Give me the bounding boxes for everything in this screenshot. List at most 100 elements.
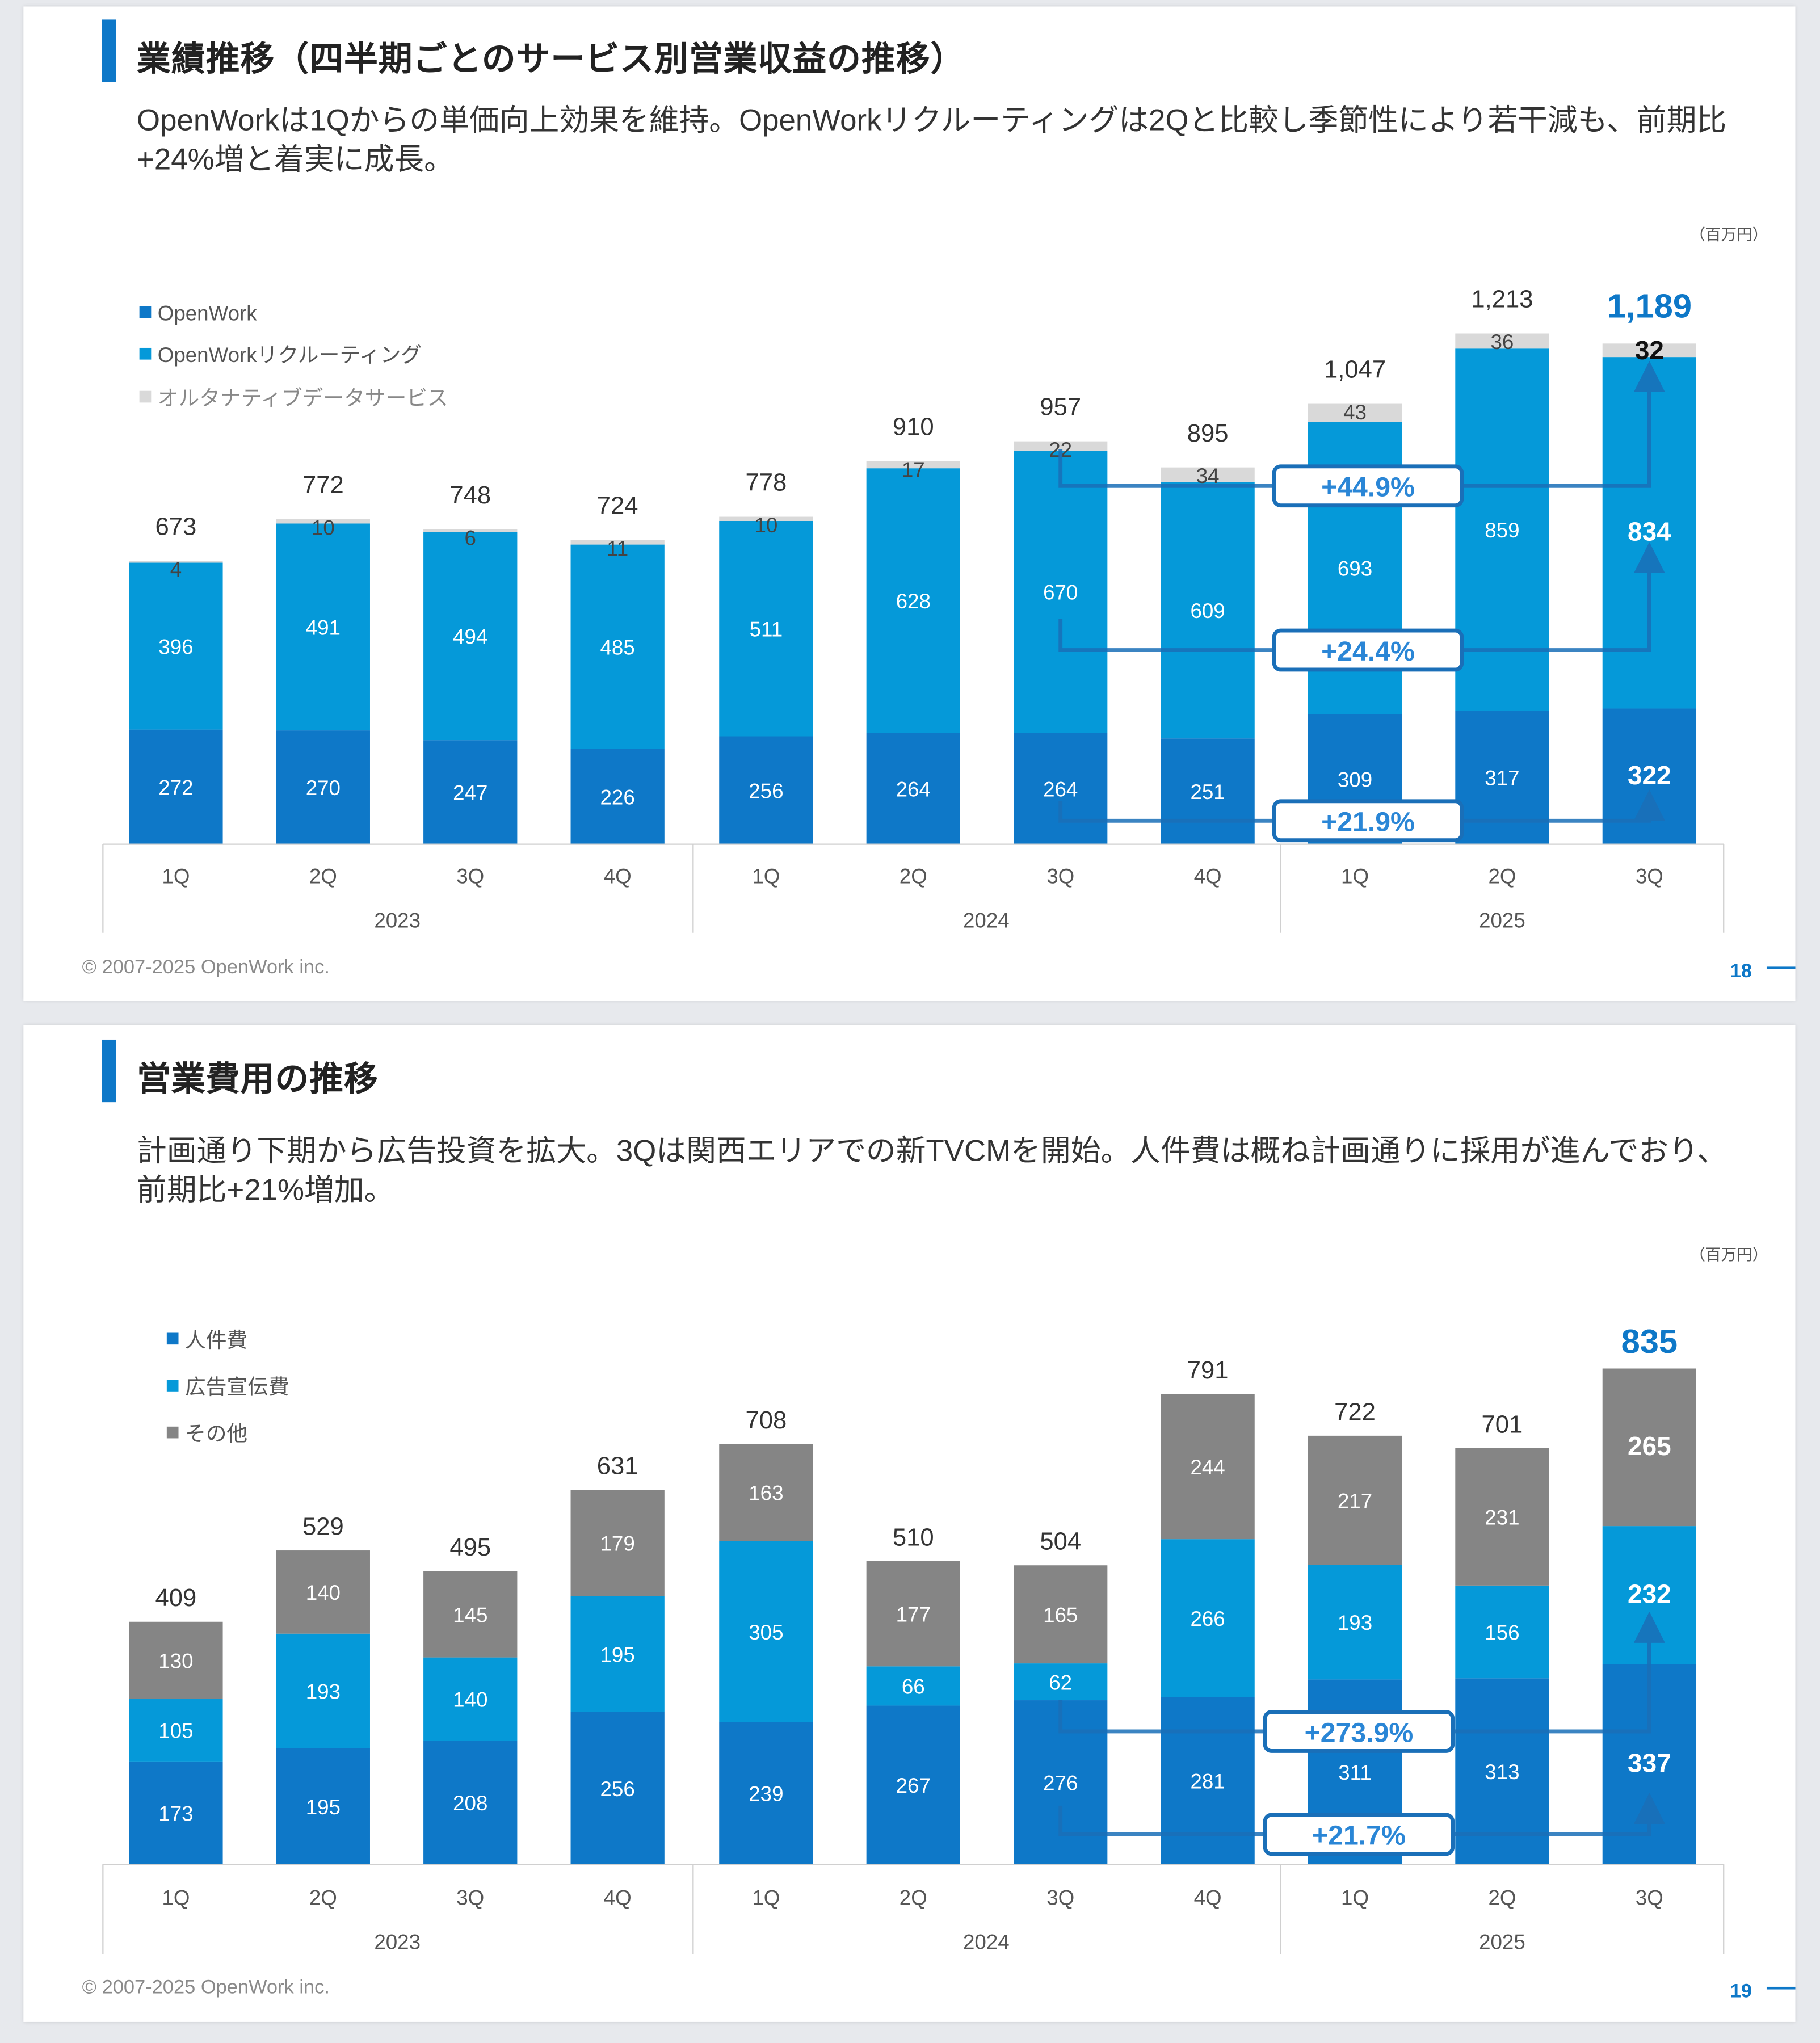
total-label: 529	[302, 1514, 344, 1541]
chart-1: 272 396 4 673 1Q 270 491 10 772 2Q 247 494 6 748 3Q 226…	[102, 286, 1725, 933]
segment-label: 34	[1196, 464, 1220, 487]
segment-label: 494	[453, 625, 487, 649]
segment-label: 17	[902, 458, 925, 481]
x-tick-label: 1Q	[1341, 1886, 1369, 1909]
bar-segment	[1308, 403, 1402, 422]
bar-segment	[276, 730, 370, 844]
segment-label: 281	[1190, 1770, 1225, 1793]
segment-label: 62	[1049, 1671, 1072, 1694]
segment-label: 165	[1043, 1603, 1078, 1626]
total-label: 791	[1187, 1357, 1229, 1384]
x-tick-label: 1Q	[752, 1886, 780, 1909]
segment-label: 305	[749, 1621, 783, 1644]
growth-label: +273.9%	[1305, 1717, 1414, 1748]
title-accent-bar	[102, 1039, 116, 1103]
segment-label: 195	[306, 1796, 341, 1819]
unit-label: （百万円）	[1689, 225, 1768, 244]
segment-label: 313	[1485, 1760, 1519, 1784]
bar-segment	[1014, 733, 1108, 844]
x-tick-label: 1Q	[752, 864, 780, 888]
growth-badge	[1272, 464, 1464, 508]
slide-subtitle: 計画通り下期から広告投資を拡大。3Qは関西エリアでの新TVCMを開始。人件費は概…	[137, 1133, 1727, 1207]
slide-title: 業績推移（四半期ごとのサービス別営業収益の推移）	[137, 39, 965, 78]
legend-label: 人件費	[185, 1329, 247, 1352]
bar-segment	[423, 1741, 518, 1865]
segment-label: 491	[306, 616, 341, 640]
bar-segment	[276, 1633, 370, 1748]
segment-label: 4	[170, 558, 182, 581]
x-tick-label: 2Q	[1488, 864, 1516, 888]
title-accent-bar	[102, 19, 116, 82]
segment-label: 32	[1635, 335, 1664, 365]
bar-segment	[129, 1699, 223, 1762]
bar-segment	[866, 1561, 960, 1667]
bar-segment	[1014, 1663, 1108, 1701]
bar-segment	[1161, 481, 1255, 739]
bar-segment	[719, 1444, 813, 1541]
legend-label: オルタナティブデータサービス	[158, 386, 448, 410]
bar-segment	[1308, 1565, 1402, 1680]
segment-label: 239	[749, 1783, 783, 1806]
bar-segment	[570, 540, 665, 545]
unit-label: （百万円）	[1689, 1245, 1768, 1264]
segment-label: 163	[749, 1482, 783, 1505]
segment-label: 173	[158, 1802, 193, 1825]
x-tick-label: 3Q	[1636, 1886, 1663, 1909]
total-label: 835	[1621, 1322, 1678, 1360]
bar-segment	[1161, 467, 1255, 482]
chart-2: 173 105 130 409 1Q 195 193 140 529 2Q 208 140 145 495…	[102, 1322, 1725, 1954]
segment-label: 256	[749, 779, 783, 802]
year-label: 2023	[374, 909, 421, 932]
x-tick-label: 2Q	[309, 1886, 337, 1909]
segment-label: 272	[158, 776, 193, 799]
growth-label: +44.9%	[1321, 472, 1415, 503]
x-tick-label: 1Q	[1341, 864, 1369, 888]
bar-segment	[570, 544, 665, 749]
segment-label: 251	[1190, 780, 1225, 804]
bar-segment	[719, 1722, 813, 1865]
total-label: 1,047	[1324, 356, 1386, 384]
bar-segment	[719, 520, 813, 737]
copyright: © 2007-2025 OpenWork inc.	[82, 1976, 330, 1999]
legend-label: OpenWork	[158, 302, 257, 325]
bar-segment	[1014, 1565, 1108, 1664]
segment-label: 130	[158, 1650, 193, 1673]
segment-label: 264	[896, 777, 931, 801]
legend-label: OpenWorkリクルーティング	[158, 343, 422, 367]
bar-segment	[1161, 1697, 1255, 1865]
bar-segment	[276, 519, 370, 524]
segment-label: 177	[896, 1603, 931, 1626]
growth-badge	[1263, 1710, 1455, 1753]
page-number: 18	[1730, 960, 1752, 982]
x-tick-label: 2Q	[1488, 1886, 1516, 1909]
legend-swatch	[139, 347, 152, 360]
x-tick-label: 1Q	[162, 864, 190, 888]
total-label: 895	[1187, 420, 1229, 447]
bar-segment	[423, 532, 518, 741]
slide-title: 営業費用の推移	[137, 1059, 379, 1099]
segment-label: 244	[1190, 1456, 1225, 1479]
growth-label: +24.4%	[1321, 636, 1415, 667]
total-label: 504	[1040, 1528, 1081, 1556]
total-label: 778	[745, 469, 787, 497]
bar-segment	[129, 1621, 223, 1699]
segment-label: 179	[600, 1532, 635, 1556]
segment-label: 231	[1485, 1506, 1519, 1529]
segment-label: 256	[600, 1777, 635, 1801]
segment-label: 609	[1190, 599, 1225, 623]
segment-label: 10	[754, 514, 777, 537]
bar-segment	[1602, 343, 1697, 358]
segment-label: 140	[453, 1688, 487, 1712]
bar-segment	[570, 1712, 665, 1865]
total-label: 510	[893, 1524, 934, 1551]
legend-swatch	[166, 1426, 179, 1439]
year-label: 2024	[963, 909, 1010, 932]
x-tick-label: 2Q	[900, 1886, 927, 1909]
legend-swatch	[166, 1332, 179, 1345]
segment-label: 693	[1338, 557, 1372, 581]
segment-label: 226	[600, 785, 635, 809]
segment-label: 267	[896, 1774, 931, 1797]
year-label: 2025	[1479, 1930, 1525, 1953]
segment-label: 265	[1628, 1431, 1671, 1461]
